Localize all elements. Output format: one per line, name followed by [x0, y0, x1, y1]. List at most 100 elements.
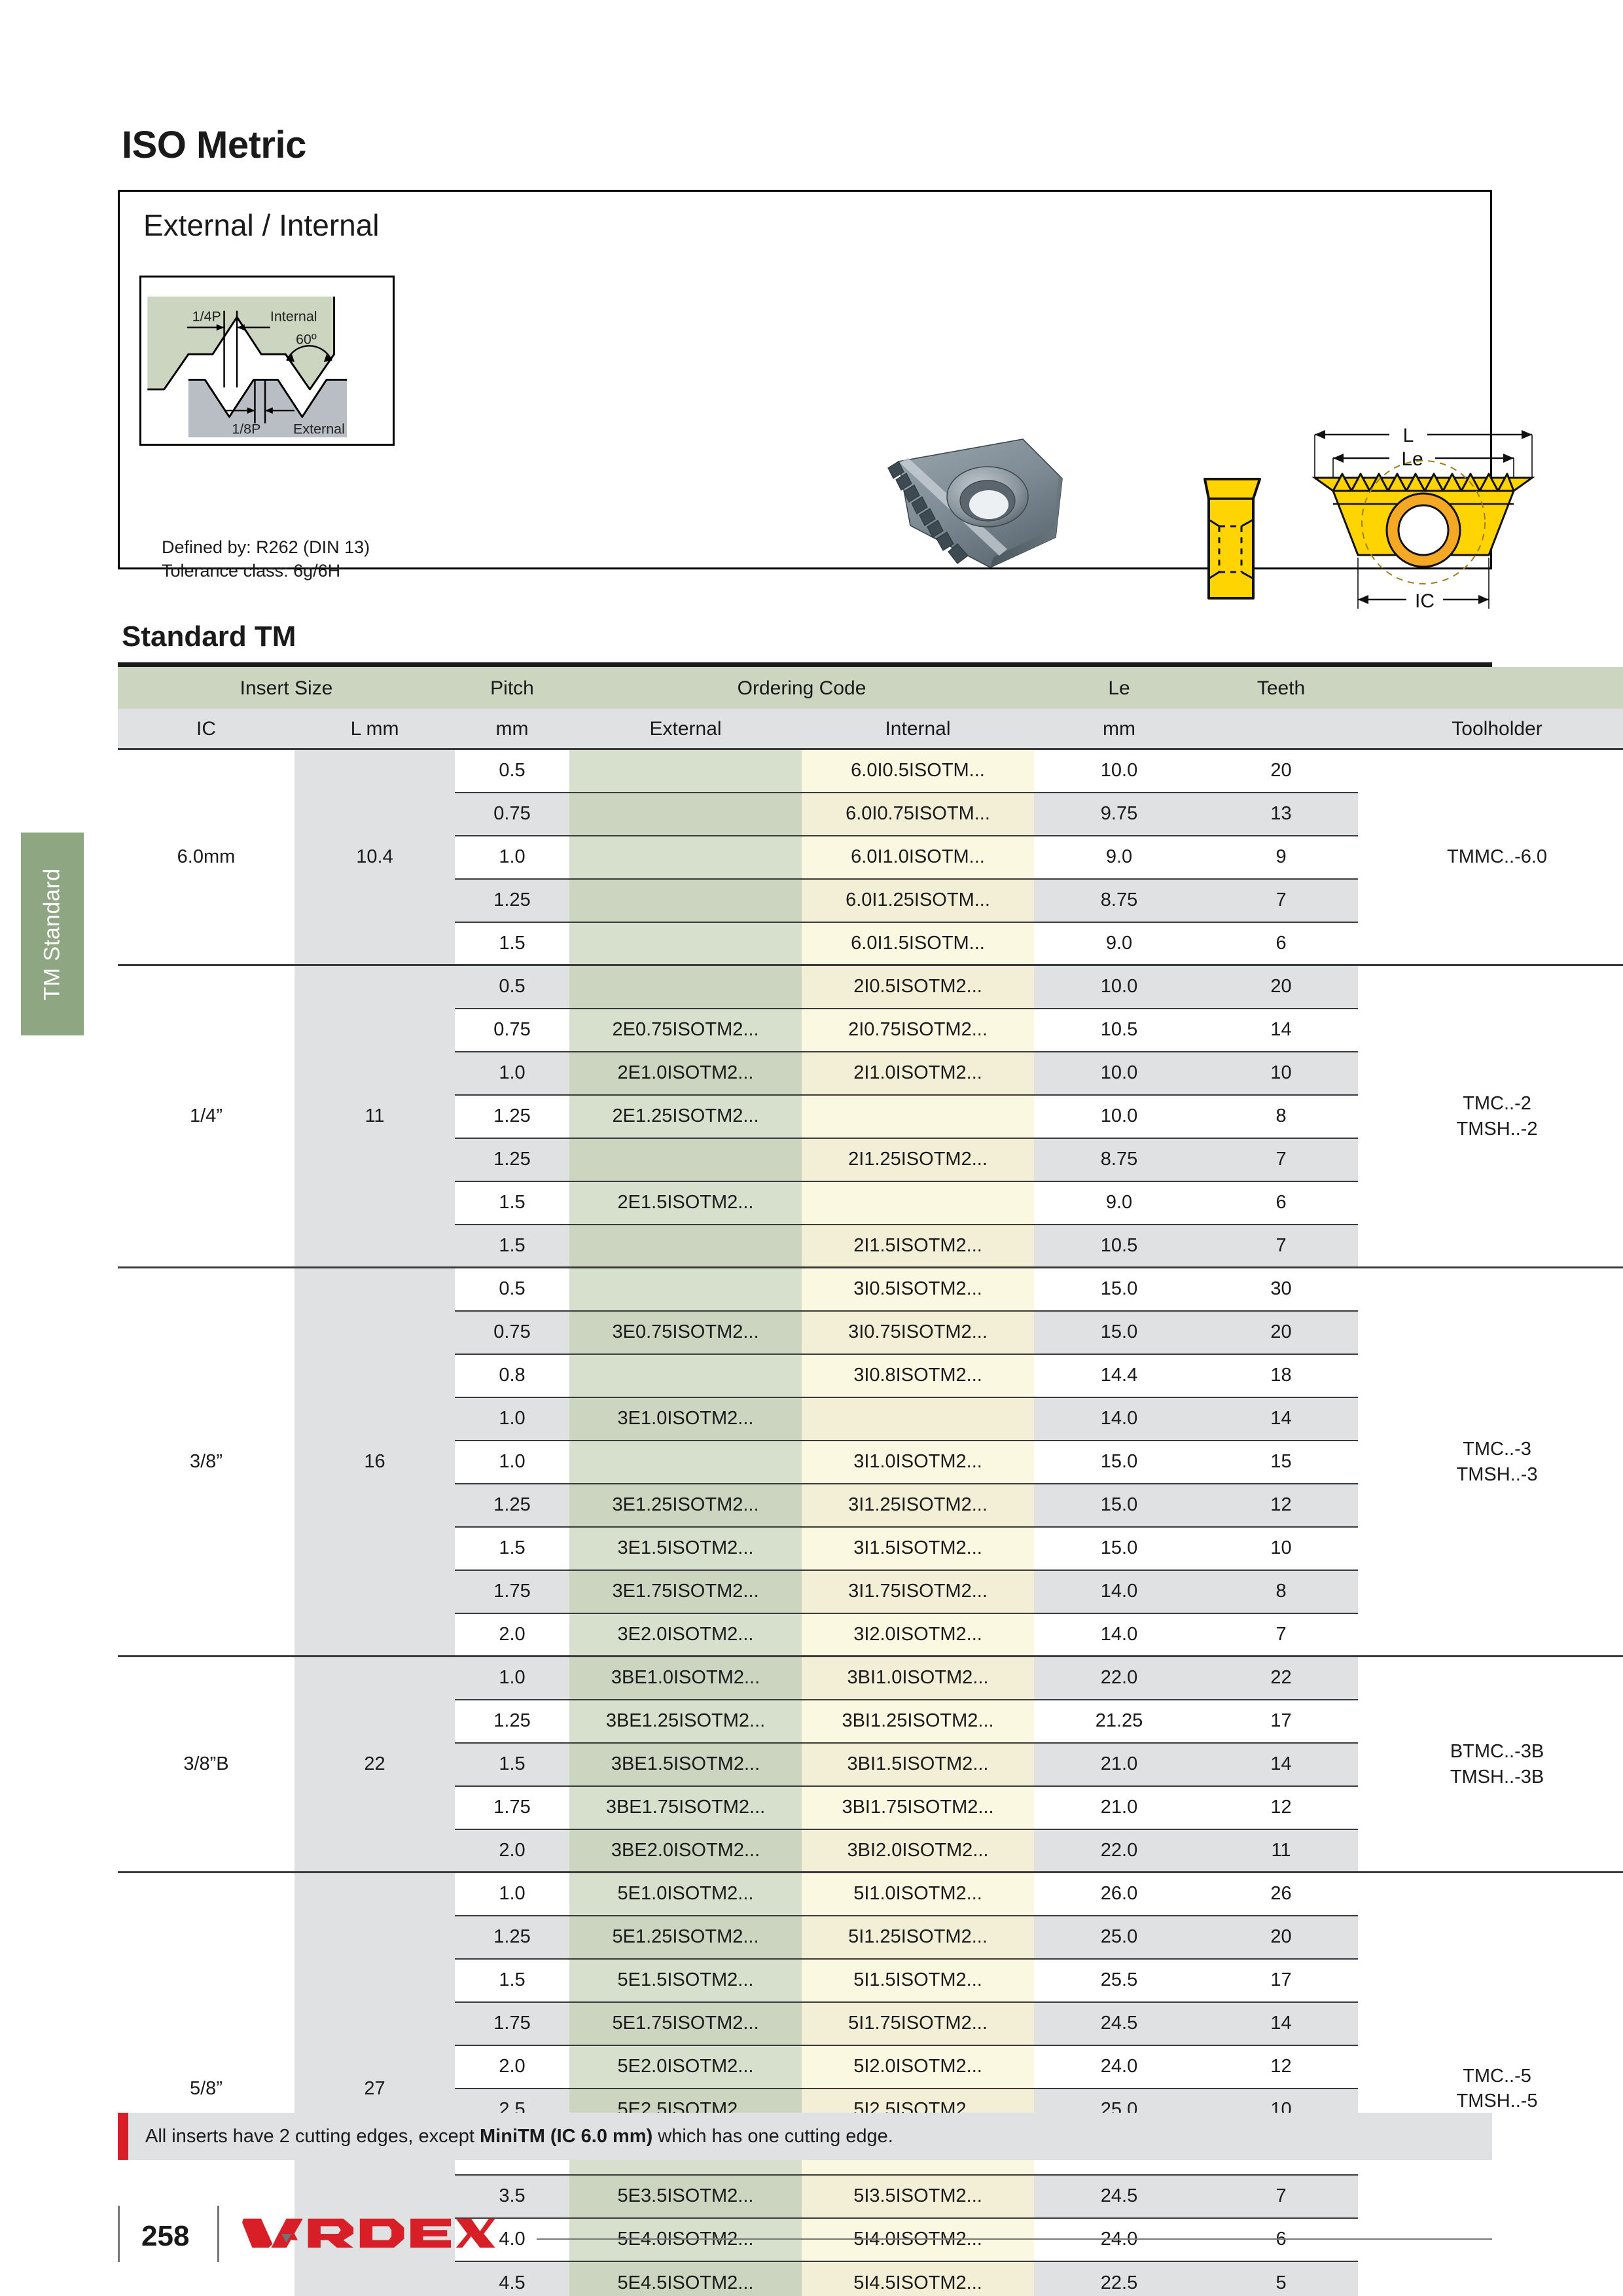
- cell-teeth: 20: [1204, 1914, 1359, 1959]
- defined-by-note: Defined by: R262 (DIN 13) Tolerance clas…: [162, 537, 370, 581]
- cell-external-code: [569, 748, 802, 793]
- page-number: 258: [141, 2220, 190, 2252]
- cell-external-code: [569, 1353, 802, 1397]
- table-row: 1.0 3E1.0ISOTM2... 14.0 14: [118, 1396, 1623, 1441]
- cell-teeth: 12: [1204, 1482, 1359, 1527]
- cell-external-code: 3BE1.25ISOTM2...: [569, 1698, 802, 1743]
- cell-pitch: 4.5: [455, 2260, 570, 2296]
- cell-le: 15.0: [1034, 1266, 1205, 1311]
- cell-teeth: 8: [1204, 1094, 1359, 1138]
- table-row: 1.0 3I1.0ISOTM2... 15.0 15: [118, 1439, 1623, 1484]
- header-pitch: Pitch: [455, 667, 570, 709]
- label-L: L: [1403, 425, 1414, 446]
- cell-pitch: 1.25: [455, 1482, 570, 1527]
- cell-internal-code: [802, 1396, 1035, 1441]
- cell-le: 10.0: [1034, 1050, 1205, 1095]
- table-body: 6.0mm 10.4 0.5 6.0I0.5ISOTM... 10.0 20 TMMC..-…: [118, 748, 1623, 2296]
- cell-internal-code: 3I0.8ISOTM2...: [802, 1353, 1035, 1397]
- cell-internal-code: 3I0.5ISOTM2...: [802, 1266, 1035, 1311]
- footer-divider-right: [217, 2206, 219, 2262]
- cell-le: 14.0: [1034, 1396, 1205, 1441]
- cell-teeth: 17: [1204, 1698, 1359, 1743]
- cell-insert-size-ic: 3/8”B: [118, 1655, 294, 1873]
- cell-external-code: 3BE1.75ISOTM2...: [569, 1785, 802, 1829]
- header-insert-size: Insert Size: [118, 667, 455, 709]
- cell-pitch: 1.0: [455, 1396, 570, 1441]
- cell-pitch: 1.25: [455, 1914, 570, 1959]
- cell-pitch: 1.0: [455, 1439, 570, 1484]
- table-row: 1.5 3BE1.5ISOTM2... 3BI1.5ISOTM2... 21.0 14: [118, 1742, 1623, 1786]
- cell-insert-size-ic: 5/8”: [118, 1871, 294, 2296]
- cell-le: 15.0: [1034, 1310, 1205, 1354]
- cell-internal-code: 6.0I1.0ISOTM...: [802, 834, 1035, 879]
- cell-pitch: 0.5: [455, 1266, 570, 1311]
- side-tab-label: TM Standard: [39, 867, 65, 1001]
- cell-teeth: 20: [1204, 964, 1359, 1009]
- cell-pitch: 1.25: [455, 1698, 570, 1743]
- cell-teeth: 13: [1204, 791, 1359, 836]
- cell-toolholder: TMC..-2 TMSH..-2: [1358, 964, 1623, 1268]
- footnote-accent-bar: [118, 2113, 128, 2160]
- cell-teeth: 30: [1204, 1266, 1359, 1311]
- cell-le: 21.0: [1034, 1785, 1205, 1829]
- table-row: 2.0 5E2.0ISOTM2... 5I2.0ISOTM2... 24.0 12: [118, 2044, 1623, 2089]
- table-group-header-row: Insert Size Pitch Ordering Code Le Teeth: [118, 667, 1623, 709]
- cell-insert-size-l: 11: [294, 964, 455, 1268]
- cell-external-code: [569, 1439, 802, 1484]
- subheader-internal: Internal: [802, 709, 1035, 749]
- cell-external-code: [569, 1137, 802, 1181]
- table-row: 1.0 6.0I1.0ISOTM... 9.0 9: [118, 834, 1623, 879]
- cell-teeth: 5: [1204, 2260, 1359, 2296]
- cell-teeth: 18: [1204, 1353, 1359, 1397]
- table-row: 1.5 6.0I1.5ISOTM... 9.0 6: [118, 921, 1623, 965]
- cell-internal-code: 2I1.0ISOTM2...: [802, 1050, 1035, 1095]
- cell-le: 26.0: [1034, 1871, 1205, 1916]
- table-row: 6.0mm 10.4 0.5 6.0I0.5ISOTM... 10.0 20 TMMC..-…: [118, 748, 1623, 965]
- cell-le: 21.25: [1034, 1698, 1205, 1743]
- label-quarter-p: 1/4P: [192, 308, 221, 324]
- cell-pitch: 1.5: [455, 1526, 570, 1570]
- spec-table: Insert Size Pitch Ordering Code Le Teeth…: [118, 667, 1623, 2296]
- cell-internal-code: 6.0I0.75ISOTM...: [802, 791, 1035, 836]
- cell-toolholder: TMMC..-6.0: [1358, 748, 1623, 965]
- table-row: 2.0 3E2.0ISOTM2... 3I2.0ISOTM2... 14.0 7: [118, 1612, 1623, 1657]
- label-external: External: [293, 421, 345, 437]
- cell-pitch: 2.0: [455, 1612, 570, 1657]
- footnote-text: All inserts have 2 cutting edges, except…: [128, 2126, 893, 2147]
- cell-pitch: 1.75: [455, 1785, 570, 1829]
- footnote-prefix: All inserts have 2 cutting edges, except: [145, 2125, 480, 2147]
- cell-teeth: 10: [1204, 1526, 1359, 1570]
- cell-le: 22.0: [1034, 1655, 1205, 1700]
- cell-external-code: [569, 1266, 802, 1311]
- cell-pitch: 1.75: [455, 2001, 570, 2045]
- cell-internal-code: 5I4.5ISOTM2...: [802, 2260, 1035, 2296]
- cell-external-code: 2E1.0ISOTM2...: [569, 1050, 802, 1095]
- cell-le: 14.4: [1034, 1353, 1205, 1397]
- spec-table-wrapper: Insert Size Pitch Ordering Code Le Teeth…: [118, 662, 1623, 2296]
- cell-le: 9.0: [1034, 921, 1205, 965]
- cell-pitch: 1.5: [455, 1958, 570, 2002]
- cell-le: 21.0: [1034, 1742, 1205, 1786]
- cell-teeth: 11: [1204, 1828, 1359, 1873]
- cell-insert-size-ic: 3/8”: [118, 1266, 294, 1657]
- cell-internal-code: [802, 1180, 1035, 1225]
- insert-dimension-diagram: L Le: [1291, 418, 1566, 640]
- cell-le: 10.0: [1034, 1094, 1205, 1138]
- cell-external-code: 3E1.5ISOTM2...: [569, 1526, 802, 1570]
- cell-external-code: 3BE2.0ISOTM2...: [569, 1828, 802, 1873]
- cell-internal-code: 3I1.75ISOTM2...: [802, 1569, 1035, 1613]
- cell-internal-code: 3I2.0ISOTM2...: [802, 1612, 1035, 1657]
- info-box: External / Internal: [118, 190, 1535, 708]
- cell-external-code: [569, 964, 802, 1009]
- cell-external-code: 3E1.0ISOTM2...: [569, 1396, 802, 1441]
- insert-side-view: [1193, 470, 1272, 620]
- cell-internal-code: 3BI1.0ISOTM2...: [802, 1655, 1035, 1700]
- table-row: 1.25 5E1.25ISOTM2... 5I1.25ISOTM2... 25.0 20: [118, 1914, 1623, 1959]
- cell-pitch: 0.5: [455, 748, 570, 793]
- footnote: All inserts have 2 cutting edges, except…: [118, 2113, 1492, 2160]
- cell-external-code: 2E1.5ISOTM2...: [569, 1180, 802, 1225]
- cell-internal-code: 5I1.75ISOTM2...: [802, 2001, 1035, 2045]
- cell-internal-code: 3I1.25ISOTM2...: [802, 1482, 1035, 1527]
- cell-pitch: 1.25: [455, 1094, 570, 1138]
